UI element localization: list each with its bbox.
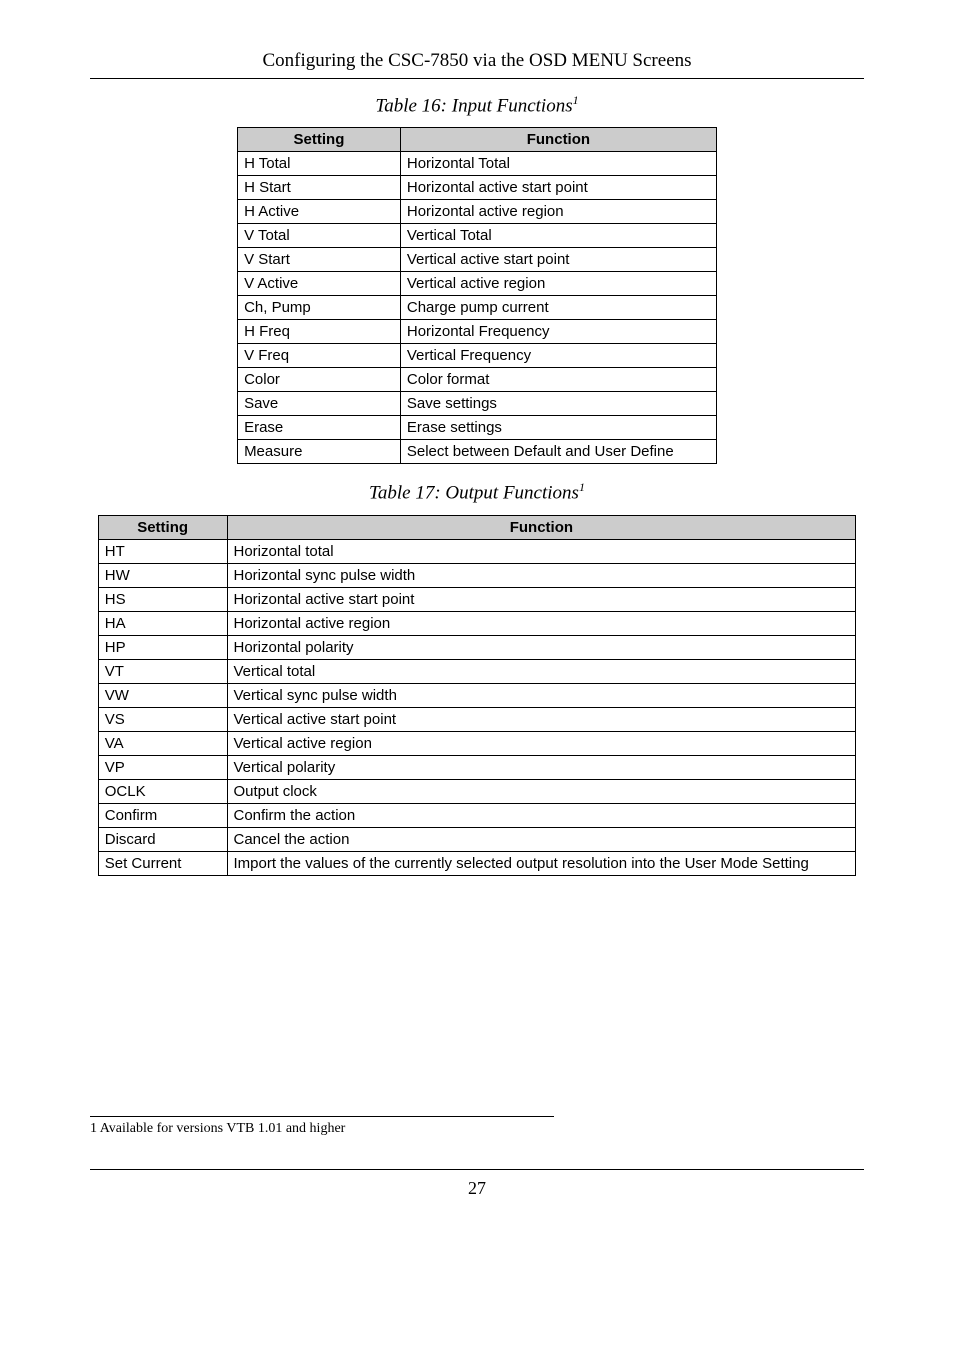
table-row: HAHorizontal active region bbox=[98, 611, 856, 635]
table17-cell: Confirm bbox=[98, 803, 227, 827]
table-row: HSHorizontal active start point bbox=[98, 587, 856, 611]
table16-caption-text: Table 16: Input Functions bbox=[375, 95, 572, 116]
table-row: HWHorizontal sync pulse width bbox=[98, 563, 856, 587]
table-row: ColorColor format bbox=[238, 368, 717, 392]
table17-cell: HP bbox=[98, 635, 227, 659]
table17-cell: Horizontal total bbox=[227, 539, 856, 563]
table-row: HPHorizontal polarity bbox=[98, 635, 856, 659]
table16-header-1: Function bbox=[400, 128, 716, 152]
page-header: Configuring the CSC-7850 via the OSD MEN… bbox=[90, 50, 864, 79]
table16-cell: Vertical active start point bbox=[400, 248, 716, 272]
table17-cell: VT bbox=[98, 659, 227, 683]
table-row: H FreqHorizontal Frequency bbox=[238, 320, 717, 344]
table17-cell: Vertical active region bbox=[227, 731, 856, 755]
table17-cell: VP bbox=[98, 755, 227, 779]
table17-cell: VA bbox=[98, 731, 227, 755]
table16-cell: V Freq bbox=[238, 344, 401, 368]
table17-cell: Output clock bbox=[227, 779, 856, 803]
table-row: OCLKOutput clock bbox=[98, 779, 856, 803]
table-row: VSVertical active start point bbox=[98, 707, 856, 731]
table-row: DiscardCancel the action bbox=[98, 827, 856, 851]
table17-cell: Cancel the action bbox=[227, 827, 856, 851]
table16-cell: Color bbox=[238, 368, 401, 392]
table-row: Set CurrentImport the values of the curr… bbox=[98, 851, 856, 875]
table-row: VWVertical sync pulse width bbox=[98, 683, 856, 707]
table16-cell: H Start bbox=[238, 176, 401, 200]
table16-cell: V Start bbox=[238, 248, 401, 272]
table-row: H TotalHorizontal Total bbox=[238, 152, 717, 176]
table17-cell: Horizontal sync pulse width bbox=[227, 563, 856, 587]
table16-cell: Horizontal Total bbox=[400, 152, 716, 176]
table17-cell: Vertical polarity bbox=[227, 755, 856, 779]
table-row: ConfirmConfirm the action bbox=[98, 803, 856, 827]
table17-cell: HW bbox=[98, 563, 227, 587]
table17-cell: Import the values of the currently selec… bbox=[227, 851, 856, 875]
table17-cell: HA bbox=[98, 611, 227, 635]
table17-caption: Table 17: Output Functions1 bbox=[90, 480, 864, 504]
table17-cell: Vertical total bbox=[227, 659, 856, 683]
table-row: VPVertical polarity bbox=[98, 755, 856, 779]
table17: Setting Function HTHorizontal totalHWHor… bbox=[98, 515, 857, 876]
table17-cell: Vertical sync pulse width bbox=[227, 683, 856, 707]
table17-cell: HS bbox=[98, 587, 227, 611]
table17-cell: Horizontal polarity bbox=[227, 635, 856, 659]
table16-cell: Vertical active region bbox=[400, 272, 716, 296]
table17-cell: Horizontal active start point bbox=[227, 587, 856, 611]
table17-cell: VW bbox=[98, 683, 227, 707]
table17-cell: OCLK bbox=[98, 779, 227, 803]
table16-cell: V Total bbox=[238, 224, 401, 248]
table16-caption: Table 16: Input Functions1 bbox=[90, 93, 864, 117]
table16-cell: Save settings bbox=[400, 392, 716, 416]
table-row: V TotalVertical Total bbox=[238, 224, 717, 248]
table17-cell: Vertical active start point bbox=[227, 707, 856, 731]
table17-cell: Confirm the action bbox=[227, 803, 856, 827]
table17-cell: Horizontal active region bbox=[227, 611, 856, 635]
footnote-divider bbox=[90, 1116, 554, 1117]
table16-cell: H Freq bbox=[238, 320, 401, 344]
table17-cell: VS bbox=[98, 707, 227, 731]
table16-cell: V Active bbox=[238, 272, 401, 296]
table-row: V ActiveVertical active region bbox=[238, 272, 717, 296]
table17-caption-text: Table 17: Output Functions bbox=[369, 483, 579, 504]
table17-cell: HT bbox=[98, 539, 227, 563]
table-row: HTHorizontal total bbox=[98, 539, 856, 563]
table-row: V FreqVertical Frequency bbox=[238, 344, 717, 368]
table16-cell: Horizontal active start point bbox=[400, 176, 716, 200]
table16-cell: H Total bbox=[238, 152, 401, 176]
table16-cell: Measure bbox=[238, 440, 401, 464]
table16-cell: Ch, Pump bbox=[238, 296, 401, 320]
table-row: Ch, PumpCharge pump current bbox=[238, 296, 717, 320]
table16-cell: H Active bbox=[238, 200, 401, 224]
table16-cell: Vertical Total bbox=[400, 224, 716, 248]
table16-cell: Horizontal Frequency bbox=[400, 320, 716, 344]
page-number: 27 bbox=[90, 1169, 864, 1199]
table16: Setting Function H TotalHorizontal Total… bbox=[237, 127, 717, 464]
footnote-text: 1 Available for versions VTB 1.01 and hi… bbox=[90, 1121, 864, 1137]
table16-cell: Save bbox=[238, 392, 401, 416]
table-row: H StartHorizontal active start point bbox=[238, 176, 717, 200]
table16-header-0: Setting bbox=[238, 128, 401, 152]
table-row: VAVertical active region bbox=[98, 731, 856, 755]
table17-cell: Discard bbox=[98, 827, 227, 851]
table16-cell: Charge pump current bbox=[400, 296, 716, 320]
table16-cell: Color format bbox=[400, 368, 716, 392]
table-row: VTVertical total bbox=[98, 659, 856, 683]
table16-caption-sup: 1 bbox=[573, 93, 579, 107]
table16-cell: Erase bbox=[238, 416, 401, 440]
table-row: H ActiveHorizontal active region bbox=[238, 200, 717, 224]
table17-cell: Set Current bbox=[98, 851, 227, 875]
table16-cell: Select between Default and User Define bbox=[400, 440, 716, 464]
table17-caption-sup: 1 bbox=[579, 480, 585, 494]
table-row: EraseErase settings bbox=[238, 416, 717, 440]
table-row: V StartVertical active start point bbox=[238, 248, 717, 272]
table17-header-0: Setting bbox=[98, 515, 227, 539]
table-row: SaveSave settings bbox=[238, 392, 717, 416]
table17-header-1: Function bbox=[227, 515, 856, 539]
table-row: MeasureSelect between Default and User D… bbox=[238, 440, 717, 464]
table16-cell: Horizontal active region bbox=[400, 200, 716, 224]
table16-cell: Vertical Frequency bbox=[400, 344, 716, 368]
table16-cell: Erase settings bbox=[400, 416, 716, 440]
